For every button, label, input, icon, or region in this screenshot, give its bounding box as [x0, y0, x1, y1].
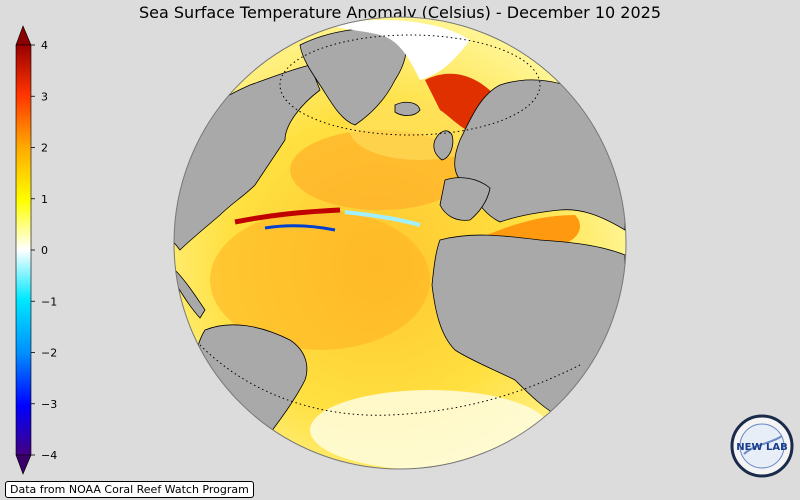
map-title: Sea Surface Temperature Anomaly (Celsius… [139, 3, 661, 22]
land-uk [433, 130, 454, 161]
colorbar-tick-label: −3 [41, 398, 57, 411]
warm-anomaly-patch [210, 210, 430, 350]
logo-text: NEW LAB [736, 442, 787, 453]
newlab-logo: NEW LAB [730, 414, 794, 478]
colorbar-tick-label: 4 [41, 39, 48, 52]
south-atlantic-cool-patch [310, 390, 550, 469]
colorbar-tick-label: 2 [41, 142, 48, 155]
land-south-america [194, 324, 308, 469]
colorbar-tick-label: 3 [41, 90, 48, 103]
colorbar-tick-label: 1 [41, 193, 48, 206]
tropic-line [199, 344, 581, 416]
gulf-stream-cold [264, 224, 336, 232]
colorbar-tick-label: −2 [41, 347, 57, 360]
colorbar-tick-label: −1 [41, 295, 57, 308]
colorbar-min-arrow [15, 454, 32, 475]
arctic-circle-line [279, 34, 541, 136]
land-iceland [394, 101, 421, 116]
land-iberia [439, 177, 491, 221]
colorbar-tick-label: −4 [41, 449, 57, 462]
globe-outline [173, 16, 627, 470]
cool-eddies [344, 210, 421, 227]
gulf-stream-hot [234, 207, 341, 225]
colorbar-tick-label: 0 [41, 244, 48, 257]
colorbar: 4 3 2 1 0 −1 −2 −3 −4 [15, 25, 57, 475]
data-credit: Data from NOAA Coral Reef Watch Program [5, 481, 254, 498]
arctic-ice [330, 20, 470, 80]
